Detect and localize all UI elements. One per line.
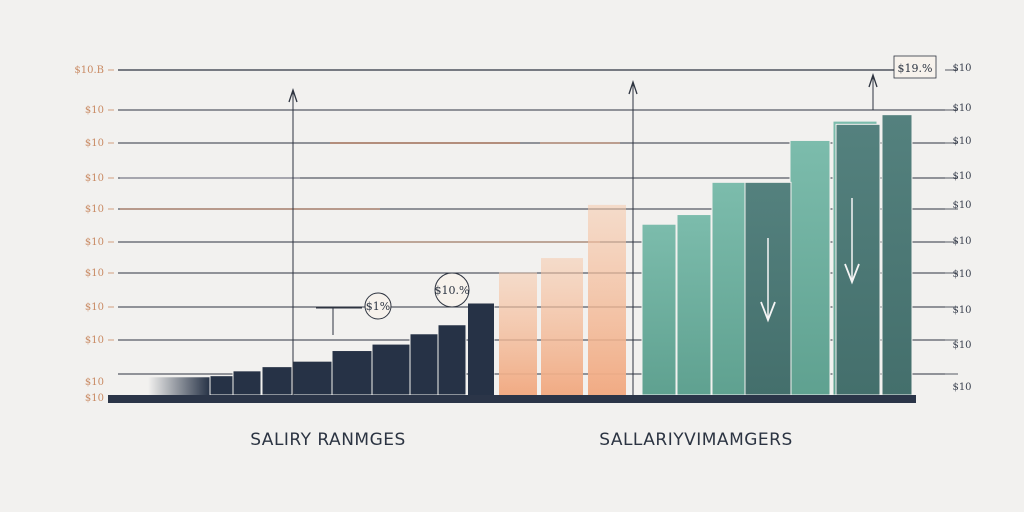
y-tick-label-right: $10 (952, 103, 971, 114)
y-tick-label-right: $10 (952, 200, 971, 211)
arrow-up-icon (288, 87, 298, 103)
bar-dark (261, 366, 293, 396)
bar-fade (148, 377, 210, 395)
bar-dark (409, 333, 439, 396)
right-axis-ticks: $10 $10 $10 $10 $10 $10 $10 $10 $10 $10 (952, 63, 971, 393)
y-tick-label-left: $10 (85, 173, 104, 184)
bar-dark (437, 324, 467, 396)
bar-teal-dark (835, 123, 881, 396)
badge-label: $10.% (435, 284, 470, 297)
y-tick-label-right: $10 (952, 171, 971, 182)
bar-teal-dark (881, 114, 913, 396)
value-badges: $1% $10.% $19.% (316, 55, 937, 335)
arrow-down-icon (760, 301, 776, 323)
baseline-bar (108, 395, 916, 403)
arrow-up-icon (628, 79, 638, 95)
arrows (288, 72, 878, 395)
badge-label: $19.% (898, 62, 933, 75)
bar-dark (291, 360, 333, 396)
bar-dark (371, 343, 411, 396)
y-tick-label-right: $10 (952, 305, 971, 316)
bars (148, 114, 913, 396)
bar-teal (789, 139, 831, 396)
y-tick-label-left: $10.B (74, 65, 104, 76)
y-tick-label-right: $10 (952, 382, 971, 393)
bar-peach (499, 272, 537, 395)
arrow-down-icon (844, 263, 860, 285)
gridline-highlights (120, 142, 620, 243)
y-tick-label-left: $10 (85, 377, 104, 388)
left-axis-ticks: $10.B $10 $10 $10 $10 $10 $10 $10 $10 $10 $10 (74, 65, 114, 404)
bar-teal (641, 223, 677, 396)
y-tick-label-left: $10 (85, 237, 104, 248)
y-tick-label-left: $10 (85, 393, 104, 404)
badge-label: $1% (366, 300, 390, 313)
badge-circle (364, 292, 392, 320)
y-tick-label-left: $10 (85, 138, 104, 149)
badge-box (893, 55, 937, 79)
caption-right: SALLARIYVIMAMGERS (599, 430, 793, 450)
badge-circle (434, 272, 470, 308)
y-tick-label-right: $10 (952, 136, 971, 147)
bar-dark (232, 370, 262, 396)
bar-dark (331, 350, 373, 396)
gridlines (118, 69, 958, 375)
y-tick-label-left: $10 (85, 268, 104, 279)
bar-teal (676, 214, 712, 396)
y-tick-label-right: $10 (952, 340, 971, 351)
caption-left: SALIRY RANMGES (250, 430, 406, 450)
arrow-up-icon (868, 72, 878, 88)
y-tick-label-left: $10 (85, 204, 104, 215)
y-tick-label-left: $10 (85, 335, 104, 346)
bar-peach (541, 258, 583, 395)
y-tick-label-right: $10 (952, 63, 971, 74)
bar-dark (468, 303, 494, 395)
y-tick-label-right: $10 (952, 236, 971, 247)
bar-peach (588, 204, 626, 395)
bar-dark (209, 375, 235, 396)
bar-teal (711, 181, 747, 396)
y-tick-label-left: $10 (85, 302, 104, 313)
y-tick-label-left: $10 (85, 105, 104, 116)
y-tick-label-right: $10 (952, 269, 971, 280)
